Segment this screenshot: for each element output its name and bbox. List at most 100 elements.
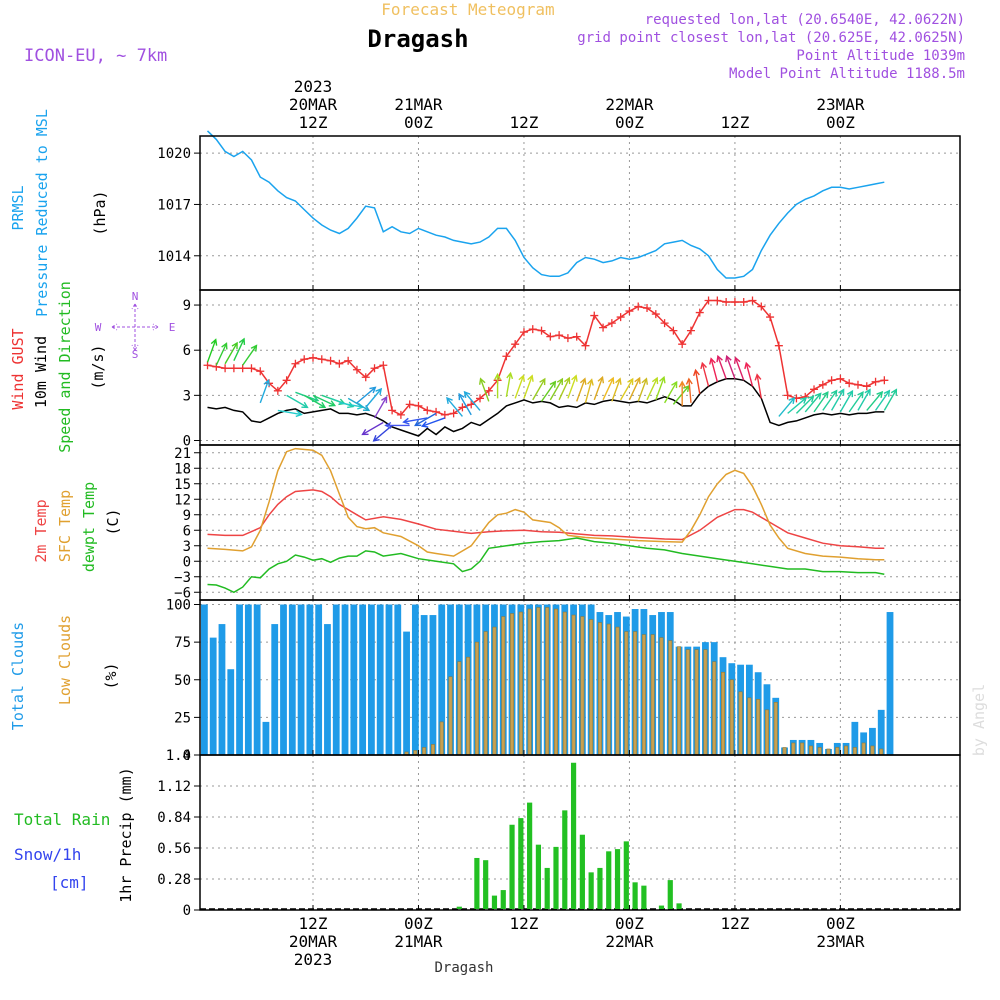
wind-arrow <box>215 342 228 366</box>
low-clouds-bar <box>597 622 602 756</box>
low-clouds-bar <box>677 646 682 756</box>
wind-arrow-shaft <box>848 391 864 413</box>
y-tick-label: 9 <box>183 298 191 314</box>
gust-marker <box>625 307 634 316</box>
low-clouds-bar <box>694 649 699 756</box>
wind-arrow-shaft <box>356 386 376 404</box>
gust-marker <box>247 364 256 373</box>
wind-arrow-shaft <box>839 390 854 413</box>
y-tick-label: 6 <box>183 523 191 539</box>
gust-marker <box>669 326 678 335</box>
y-tick-label: 9 <box>183 508 191 524</box>
y-tick-label: 3 <box>183 388 191 404</box>
y-tick-label: 50 <box>174 673 191 689</box>
gust-marker <box>774 341 783 350</box>
bottom-time-label: 12Z <box>299 914 328 933</box>
wind-arrow-head <box>651 376 659 385</box>
gust-marker <box>660 319 669 328</box>
wind-arrow-shaft <box>303 394 326 408</box>
wind-arrow-head <box>414 419 422 427</box>
wind-arrow-head <box>659 375 666 384</box>
wind-arrow-head <box>641 377 649 385</box>
wind-arrow-shaft <box>347 397 370 411</box>
gust-marker <box>458 403 467 412</box>
low-clouds-bar <box>721 671 726 756</box>
rain-bar <box>588 872 594 909</box>
y-tick-label: 6 <box>183 343 191 359</box>
low-clouds-bar <box>826 748 831 756</box>
wind-arrow-head <box>571 374 578 382</box>
wind-arrow-head <box>384 421 392 429</box>
low-clouds-bar <box>791 742 796 756</box>
wind-arrow-shaft <box>558 377 570 401</box>
low-clouds-bar <box>474 641 479 756</box>
y-tick-label: −3 <box>174 570 191 586</box>
wind-arrow <box>857 388 871 411</box>
low-clouds-bar <box>747 697 752 756</box>
wind-arrow <box>303 394 327 409</box>
wind-arrow-head <box>864 388 871 396</box>
wind-arrow-head <box>587 378 594 386</box>
wind-arrow <box>259 378 271 404</box>
y-tick-label: 0.56 <box>157 841 191 857</box>
y-tick-label: 75 <box>174 635 191 651</box>
low-clouds-bar <box>800 742 805 756</box>
series-line-temperature <box>207 489 885 550</box>
y-tick-label: 0.84 <box>157 810 191 826</box>
wind-arrow-shaft <box>576 378 586 402</box>
wind-arrow <box>646 376 659 401</box>
total-clouds-bar <box>227 669 235 755</box>
bottom-time-label: 23MAR <box>816 932 865 951</box>
low-clouds-bar <box>466 656 471 756</box>
wind-arrow <box>233 337 246 362</box>
low-clouds-bar <box>817 747 822 756</box>
clouds-unit-label: (%) <box>102 662 120 689</box>
low-clouds-bar <box>589 619 594 756</box>
rain-bar <box>535 844 542 909</box>
series-line-temperature <box>207 447 885 561</box>
wind-arrow-shaft <box>637 378 648 402</box>
series-line-temperature <box>207 537 885 594</box>
wind-arrow-head <box>890 388 898 396</box>
gust-marker <box>713 296 722 305</box>
total-rain-label: Total Rain <box>14 810 110 829</box>
rain-bar <box>623 841 629 909</box>
wind-arrow-head <box>709 357 716 365</box>
gust-marker <box>317 355 326 364</box>
snow-unit-label: [cm] <box>50 873 89 892</box>
gust-marker <box>599 323 608 332</box>
low-clouds-bar <box>510 613 515 756</box>
compass-e: E <box>169 321 176 334</box>
wind-arrow <box>795 395 815 414</box>
wind-arrow-head <box>876 390 884 399</box>
wind-arrow-shaft <box>611 378 621 402</box>
grid-point-coordinates: grid point closest lon,lat (20.625E, 42.… <box>577 30 965 46</box>
wind-arrow <box>242 344 258 366</box>
gust-marker <box>388 406 397 415</box>
gust-marker <box>572 332 581 341</box>
wind-arrow-head <box>700 361 707 370</box>
gust-marker <box>695 308 704 317</box>
wind-arrow-shaft <box>628 377 641 401</box>
wind-arrow-head <box>549 380 557 388</box>
low-clouds-bar <box>650 634 655 756</box>
low-clouds-bar <box>483 631 488 756</box>
y-tick-label: 25 <box>174 710 191 726</box>
wind-arrow-head <box>328 400 337 407</box>
bottom-time-label: 00Z <box>826 914 855 933</box>
wind-arrow-shaft <box>734 357 745 381</box>
low-clouds-bar <box>448 676 453 756</box>
low-clouds-bar <box>430 744 435 756</box>
axis-labels: 1014101710200369−6−303691215182102550751… <box>157 77 865 969</box>
wind-arrow-shaft <box>710 358 719 382</box>
wind-arrow <box>848 391 864 413</box>
wind-arrow-head <box>564 376 571 385</box>
wind-arrow-head <box>506 371 514 380</box>
wind-arrow <box>567 374 578 399</box>
low-clouds-bar <box>738 691 743 756</box>
rain-bar <box>606 851 612 909</box>
wind-arrow <box>576 377 587 402</box>
wind-arrow-head <box>579 377 587 385</box>
y-tick-label: −6 <box>174 585 191 601</box>
